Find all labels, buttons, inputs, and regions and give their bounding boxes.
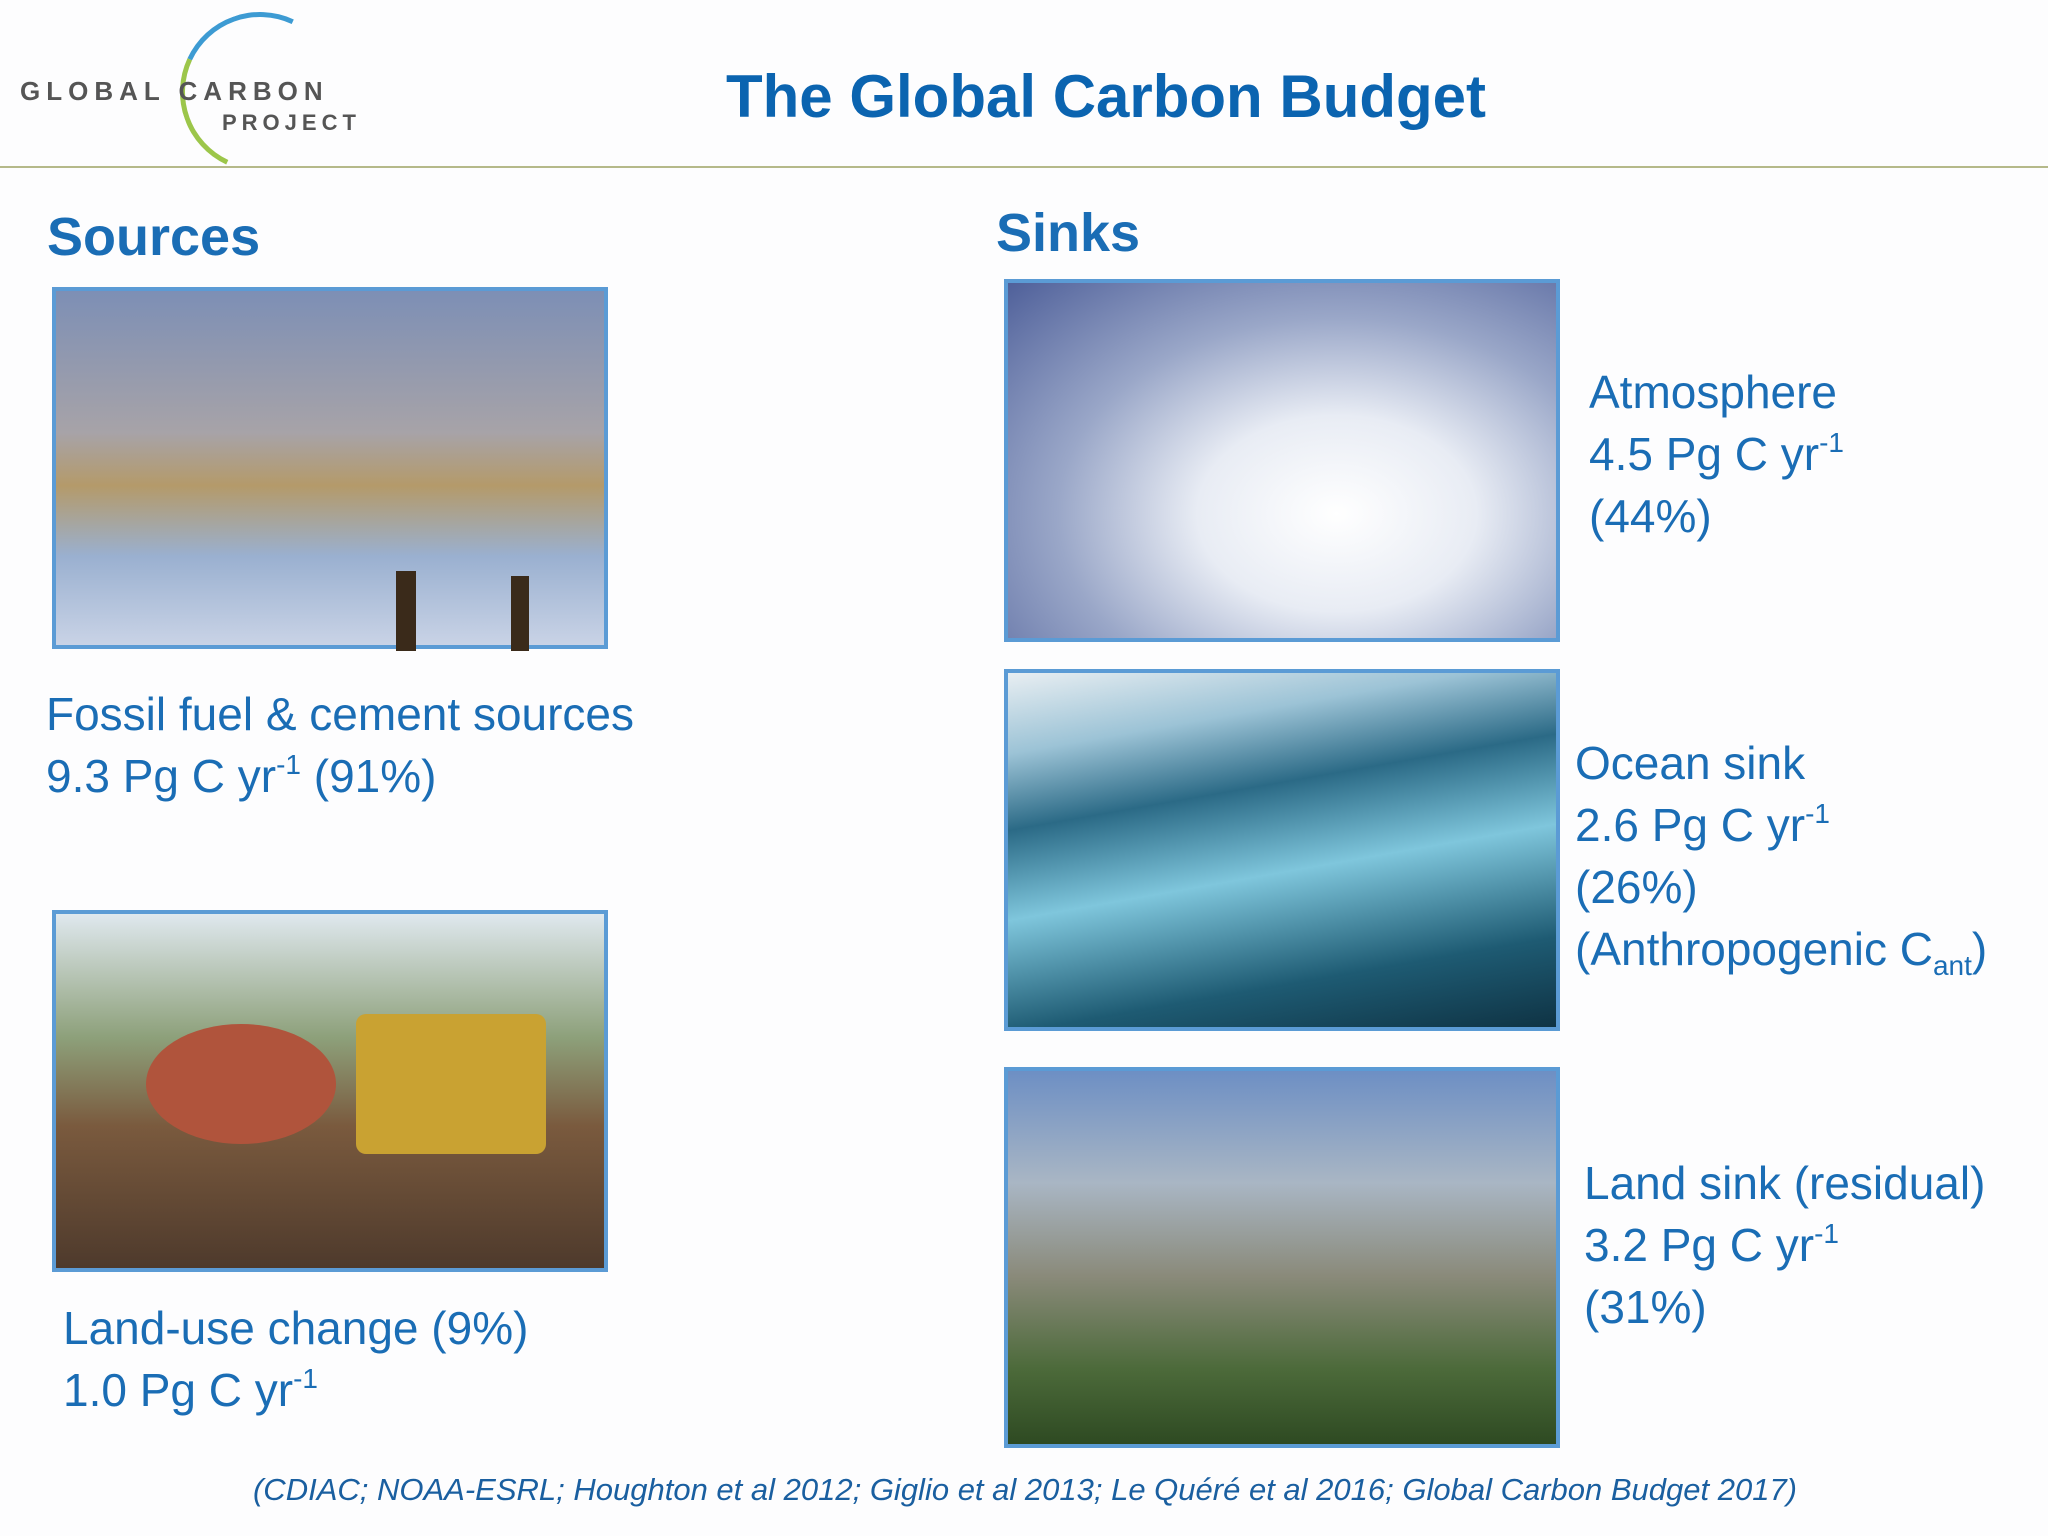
sink-text: Land sink (residual) 3.2 Pg C yr-1 (31%) [1584, 1152, 1985, 1338]
note-text: (Anthropogenic C [1575, 923, 1933, 975]
sink-amount: 4.5 Pg C yr-1 [1589, 423, 1844, 485]
logo-text: GLOBAL CARBON [20, 76, 329, 107]
logo-word: GLOBAL [20, 76, 166, 106]
share: (91%) [313, 750, 437, 802]
sink-text: Ocean sink 2.6 Pg C yr-1 (26%) (Anthropo… [1575, 732, 1987, 980]
sinks-heading: Sinks [996, 203, 1141, 263]
amount: 4.5 Pg C yr [1589, 428, 1820, 480]
source-amount: 1.0 Pg C yr-1 [63, 1359, 528, 1421]
ocean-photo [1004, 669, 1560, 1031]
share: (26%) [1575, 861, 1698, 913]
amount: 1.0 Pg C yr [63, 1364, 294, 1416]
amount: 9.3 Pg C yr [46, 750, 277, 802]
subscript: ant [1932, 950, 1972, 981]
sink-amount: 3.2 Pg C yr-1 [1584, 1214, 1985, 1276]
amount: 3.2 Pg C yr [1584, 1219, 1815, 1271]
chimney [396, 571, 416, 651]
sink-amount: 2.6 Pg C yr-1 [1575, 794, 1987, 856]
amount: 2.6 Pg C yr [1575, 799, 1806, 851]
chimney [511, 576, 529, 651]
logging-photo [52, 910, 608, 1272]
logo-word: PROJECT [222, 110, 361, 135]
sink-name: Land sink (residual) [1584, 1157, 1986, 1209]
source-text: Fossil fuel & cement sources 9.3 Pg C yr… [46, 683, 634, 807]
sink-text: Atmosphere 4.5 Pg C yr-1 (44%) [1589, 361, 1844, 547]
exponent: -1 [293, 1363, 318, 1394]
sink-name: Ocean sink [1575, 737, 1806, 789]
logo-word: CARBON [178, 76, 329, 106]
sink-name: Atmosphere [1589, 366, 1838, 418]
citation: (CDIAC; NOAA-ESRL; Houghton et al 2012; … [252, 1472, 1798, 1507]
sources-heading: Sources [47, 207, 261, 267]
note-text: ) [1971, 923, 1988, 975]
exponent: -1 [1819, 427, 1844, 458]
source-name: Land-use change (9%) [63, 1302, 529, 1354]
source-text: Land-use change (9%) 1.0 Pg C yr-1 [63, 1297, 528, 1421]
share: (44%) [1589, 490, 1712, 542]
title: The Global Carbon Budget [726, 63, 1486, 130]
log [146, 1024, 336, 1144]
cloud-photo [1004, 279, 1560, 642]
share: (31%) [1584, 1281, 1707, 1333]
exponent: -1 [1805, 798, 1830, 829]
exponent: -1 [276, 749, 301, 780]
bulldozer [356, 1014, 546, 1154]
exponent: -1 [1814, 1218, 1839, 1249]
header-rule [0, 166, 2048, 168]
source-name: Fossil fuel & cement sources [46, 688, 635, 740]
note: (Anthropogenic Cant) [1575, 918, 1987, 980]
forest-photo [1004, 1067, 1560, 1448]
source-amount: 9.3 Pg C yr-1 (91%) [46, 745, 634, 807]
smokestack-photo [52, 287, 608, 651]
